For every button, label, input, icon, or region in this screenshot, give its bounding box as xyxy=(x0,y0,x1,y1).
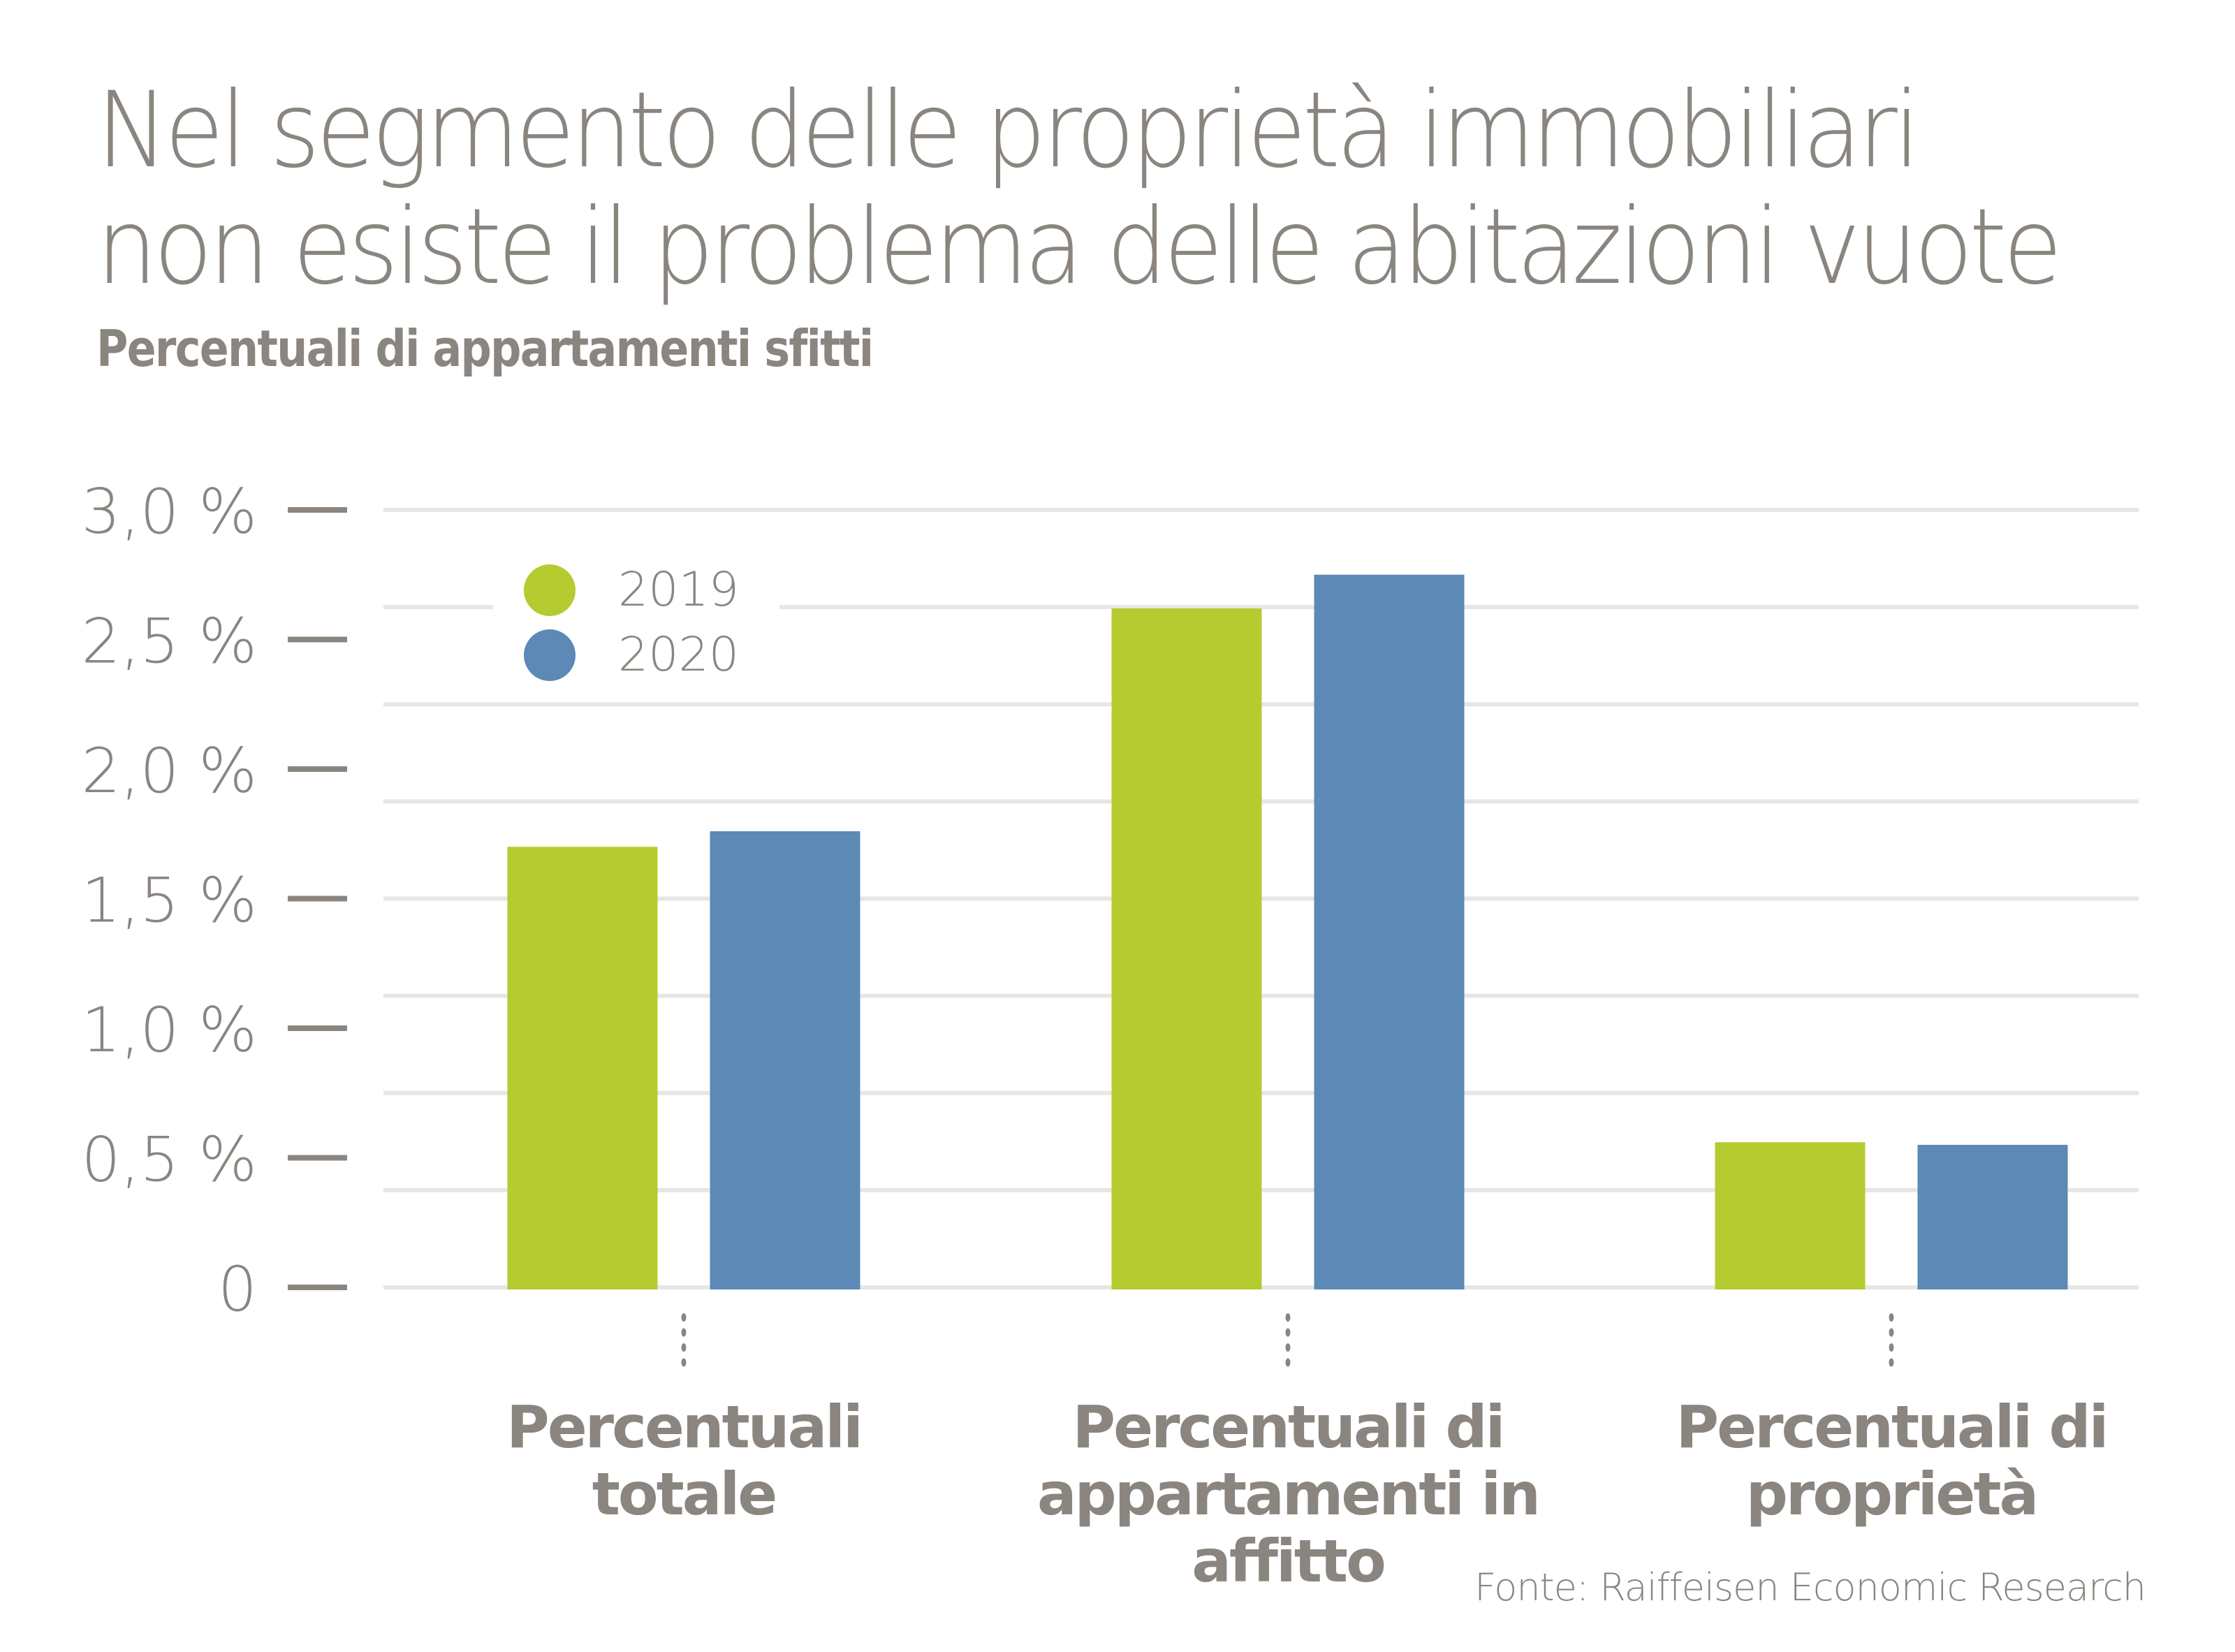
x-category-label-1: Percentuali xyxy=(506,1393,861,1461)
legend-label-2019: 2019 xyxy=(618,562,739,617)
y-tick-label: 1,5 % xyxy=(81,865,257,937)
y-axis: 3,0 % 2,5 % 2,0 % 1,5 % 1,0 % 0,5 % 0 xyxy=(81,476,347,1325)
x-tick-dot xyxy=(1285,1343,1291,1352)
x-tick-dot xyxy=(681,1313,687,1322)
y-tick-mark xyxy=(288,1155,347,1161)
y-tick-mark xyxy=(288,636,347,643)
y-tick-label: 2,0 % xyxy=(81,735,257,807)
gridline xyxy=(383,508,2139,512)
x-tick-dot xyxy=(1889,1328,1894,1337)
x-category-label-3: Percentuali di xyxy=(1676,1393,2107,1461)
x-category-label-2: Percentuali di xyxy=(1073,1393,1504,1461)
legend-swatch-2020 xyxy=(524,629,576,681)
bars xyxy=(507,574,2068,1289)
legend: 2019 2020 xyxy=(493,552,779,699)
source-note: Fonte: Raiffeisen Economic Research xyxy=(1474,1565,2146,1609)
y-tick-mark xyxy=(288,507,347,513)
x-tick-dot xyxy=(1889,1358,1894,1367)
y-tick-mark xyxy=(288,896,347,902)
gridline xyxy=(383,605,2139,610)
y-tick-label: 3,0 % xyxy=(81,476,257,548)
bar-2019-category-3 xyxy=(1715,1142,1866,1289)
x-tick-dot xyxy=(1285,1313,1291,1322)
x-tick-dot xyxy=(1285,1358,1291,1367)
bar-2019-category-2 xyxy=(1111,608,1262,1289)
bar-2020-category-2 xyxy=(1314,574,1465,1289)
x-tick-dot xyxy=(681,1328,687,1337)
y-tick-mark xyxy=(288,766,347,772)
bar-2020-category-1 xyxy=(710,831,860,1289)
y-tick-label: 0,5 % xyxy=(81,1124,257,1196)
y-tick-mark xyxy=(288,1025,347,1031)
legend-swatch-2019 xyxy=(524,564,576,616)
x-tick-dot xyxy=(681,1358,687,1367)
y-tick-label: 1,0 % xyxy=(81,994,257,1066)
chart-title-line-2: non esiste il problema delle abitazioni … xyxy=(96,187,2062,308)
x-tick-dot xyxy=(1285,1328,1291,1337)
bar-2020-category-3 xyxy=(1917,1144,2068,1289)
chart-title-line-1: Nel segmento delle proprietà immobiliari xyxy=(96,70,1921,191)
x-category-label-2: affitto xyxy=(1192,1527,1384,1595)
x-tick-dot xyxy=(1889,1313,1894,1322)
chart-subtitle: Percentuali di appartamenti sfitti xyxy=(96,319,874,378)
legend-label-2020: 2020 xyxy=(618,627,739,682)
x-category-label-2: appartamenti in xyxy=(1037,1460,1539,1528)
y-tick-label: 0 xyxy=(218,1253,257,1325)
bar-2019-category-1 xyxy=(507,847,658,1289)
x-tick-dot xyxy=(681,1343,687,1352)
y-tick-label: 2,5 % xyxy=(81,606,257,678)
x-category-label-3: proprietà xyxy=(1746,1460,2037,1528)
x-category-label-1: totale xyxy=(592,1460,775,1528)
x-tick-dot xyxy=(1889,1343,1894,1352)
y-tick-mark xyxy=(288,1285,347,1290)
